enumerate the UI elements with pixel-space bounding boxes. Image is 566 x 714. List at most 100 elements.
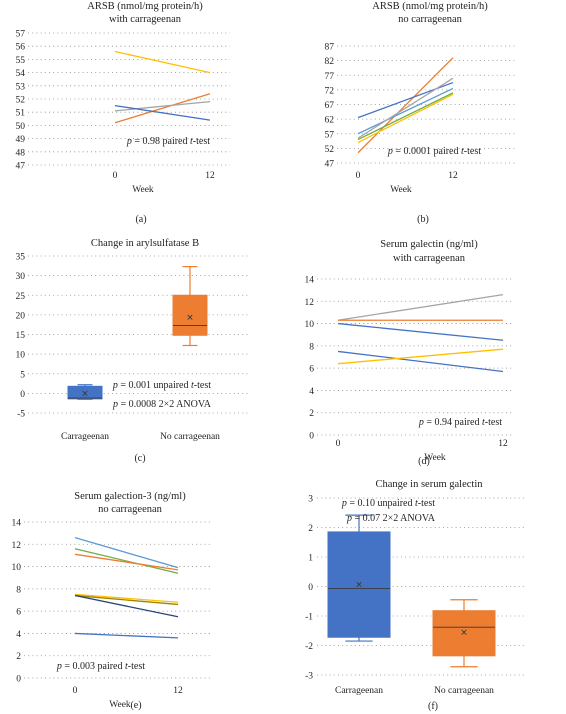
series-line (74, 594, 179, 606)
y-tick-label: 87 (325, 43, 335, 53)
y-tick-label: 54 (16, 69, 26, 79)
box-carrageenan (327, 514, 391, 642)
panel-label: (d) (418, 456, 430, 467)
y-tick-label: 14 (12, 519, 22, 529)
box-body (67, 385, 103, 400)
y-tick-label: 8 (16, 585, 21, 595)
p-value-annotation: p = 0.0008 2×2 ANOVA (112, 399, 212, 410)
series-line (357, 87, 454, 135)
y-tick-label: 4 (309, 387, 314, 397)
box-mean-marker (356, 581, 362, 588)
x-category-label: No carrageenan (434, 686, 494, 696)
series-line (357, 93, 454, 144)
y-tick-label: 12 (305, 298, 315, 308)
chart-f-svg: Change in serum galectin -3 -2 -1 0 1 2 3 Carrag… (305, 479, 526, 712)
panel-b: ARSB (nmol/mg protein/h) no carrageenan 47… (283, 0, 566, 236)
series-line (74, 632, 179, 639)
y-tick-label: 2 (308, 524, 313, 534)
series-line (357, 77, 454, 139)
panel-label: (c) (134, 453, 145, 464)
y-tick-label: 8 (309, 342, 314, 352)
chart-title: ARSB (nmol/mg protein/h) (87, 1, 203, 12)
series-line (337, 293, 504, 321)
series-line (114, 93, 211, 124)
y-tick-label: 77 (325, 72, 335, 82)
y-tick-label: 50 (16, 122, 26, 132)
x-tick-label: 0 (113, 171, 118, 181)
y-tick-label: 6 (309, 365, 314, 375)
panel-f: Change in serum galectin -3 -2 -1 0 1 2 3 Carrag… (283, 476, 566, 714)
box-no-carrageenan (172, 265, 208, 347)
y-tick-label: 0 (20, 390, 25, 400)
p-value-annotation: p = 0.0001 paired t-test (387, 146, 481, 157)
p-value-annotation: p = 0.98 paired t-test (126, 136, 210, 147)
y-tick-label: 62 (325, 116, 335, 126)
y-tick-label: 57 (325, 130, 335, 140)
y-tick-label: 56 (16, 43, 26, 53)
y-tick-label: 47 (16, 162, 26, 172)
series-line (357, 92, 454, 141)
y-tick-label: 35 (16, 253, 26, 263)
series-line (74, 536, 179, 569)
x-category-label: No carrageenan (160, 432, 220, 442)
y-tick-label: 2 (309, 409, 314, 419)
series-line (74, 553, 179, 571)
y-tick-label: 1 (308, 554, 313, 564)
chart-a-svg: ARSB (nmol/mg protein/h) with carrageenan… (16, 1, 230, 225)
chart-e-svg: Serum galection-3 (ng/ml) no carrageenan 0… (12, 491, 210, 711)
x-tick-label: 0 (73, 686, 78, 696)
chart-d-svg: Serum galectin (ng/ml) with carrageenan 0 2… (305, 239, 513, 467)
chart-title: ARSB (nmol/mg protein/h) (372, 1, 488, 12)
y-tick-label: 25 (16, 292, 26, 302)
y-tick-label: 12 (12, 541, 22, 551)
y-tick-label: 67 (325, 101, 335, 111)
panel-e: Serum galection-3 (ng/ml) no carrageenan 0… (0, 476, 283, 714)
x-tick-label: 12 (205, 171, 215, 181)
y-tick-label: 49 (16, 135, 26, 145)
y-tick-label: 10 (16, 351, 26, 361)
panel-label: (a) (135, 214, 146, 225)
y-tick-label: 20 (16, 311, 26, 321)
chart-title: Change in arylsulfatase B (91, 238, 199, 249)
y-tick-label: 15 (16, 331, 26, 341)
y-tick-label: 53 (16, 82, 26, 92)
panel-a: ARSB (nmol/mg protein/h) with carrageenan… (0, 0, 283, 236)
p-value-annotation: p = 0.10 unpaired t-test (341, 498, 435, 509)
chart-title: Serum galection-3 (ng/ml) (74, 491, 186, 502)
series-line (337, 348, 504, 365)
y-tick-label: 47 (325, 160, 335, 170)
y-tick-label: 52 (325, 145, 335, 155)
y-tick-label: 10 (12, 563, 22, 573)
x-tick-label: 12 (498, 439, 508, 449)
y-tick-label: 0 (309, 432, 314, 442)
series-line (114, 50, 211, 74)
series-line (337, 350, 504, 373)
series-line (114, 100, 211, 112)
series-line (357, 57, 454, 154)
panel-d: Serum galectin (ng/ml) with carrageenan 0 2… (283, 236, 566, 476)
x-tick-label: 12 (173, 686, 183, 696)
y-tick-label: 55 (16, 56, 26, 66)
chart-title: Serum galectin (ng/ml) (380, 239, 478, 250)
y-tick-label: 57 (16, 30, 26, 40)
y-tick-label: -1 (305, 613, 313, 623)
y-tick-label: 0 (308, 583, 313, 593)
x-axis-label: Week (132, 185, 154, 195)
panel-label: (f) (428, 701, 438, 712)
p-value-annotation: p = 0.001 unpaired t-test (112, 380, 211, 391)
x-axis-label: Week (109, 700, 131, 710)
box-mean-marker (187, 314, 193, 320)
chart-title: no carrageenan (398, 14, 463, 25)
y-tick-label: 4 (16, 630, 21, 640)
y-tick-label: 14 (305, 276, 315, 286)
p-value-annotation: p = 0.003 paired t-test (56, 661, 145, 672)
chart-c-svg: Change in arylsulfatase B -5 0 5 10 15 20 25 30 3… (16, 238, 250, 464)
y-tick-label: 3 (308, 495, 313, 505)
y-tick-label: 52 (16, 96, 26, 106)
panel-c: Change in arylsulfatase B -5 0 5 10 15 20 25 30 3… (0, 236, 283, 476)
box-mean-marker (82, 390, 88, 396)
y-tick-label: 72 (325, 86, 335, 96)
panel-label: (b) (417, 214, 429, 225)
x-category-label: Carrageenan (61, 432, 109, 442)
series-line (74, 593, 179, 603)
